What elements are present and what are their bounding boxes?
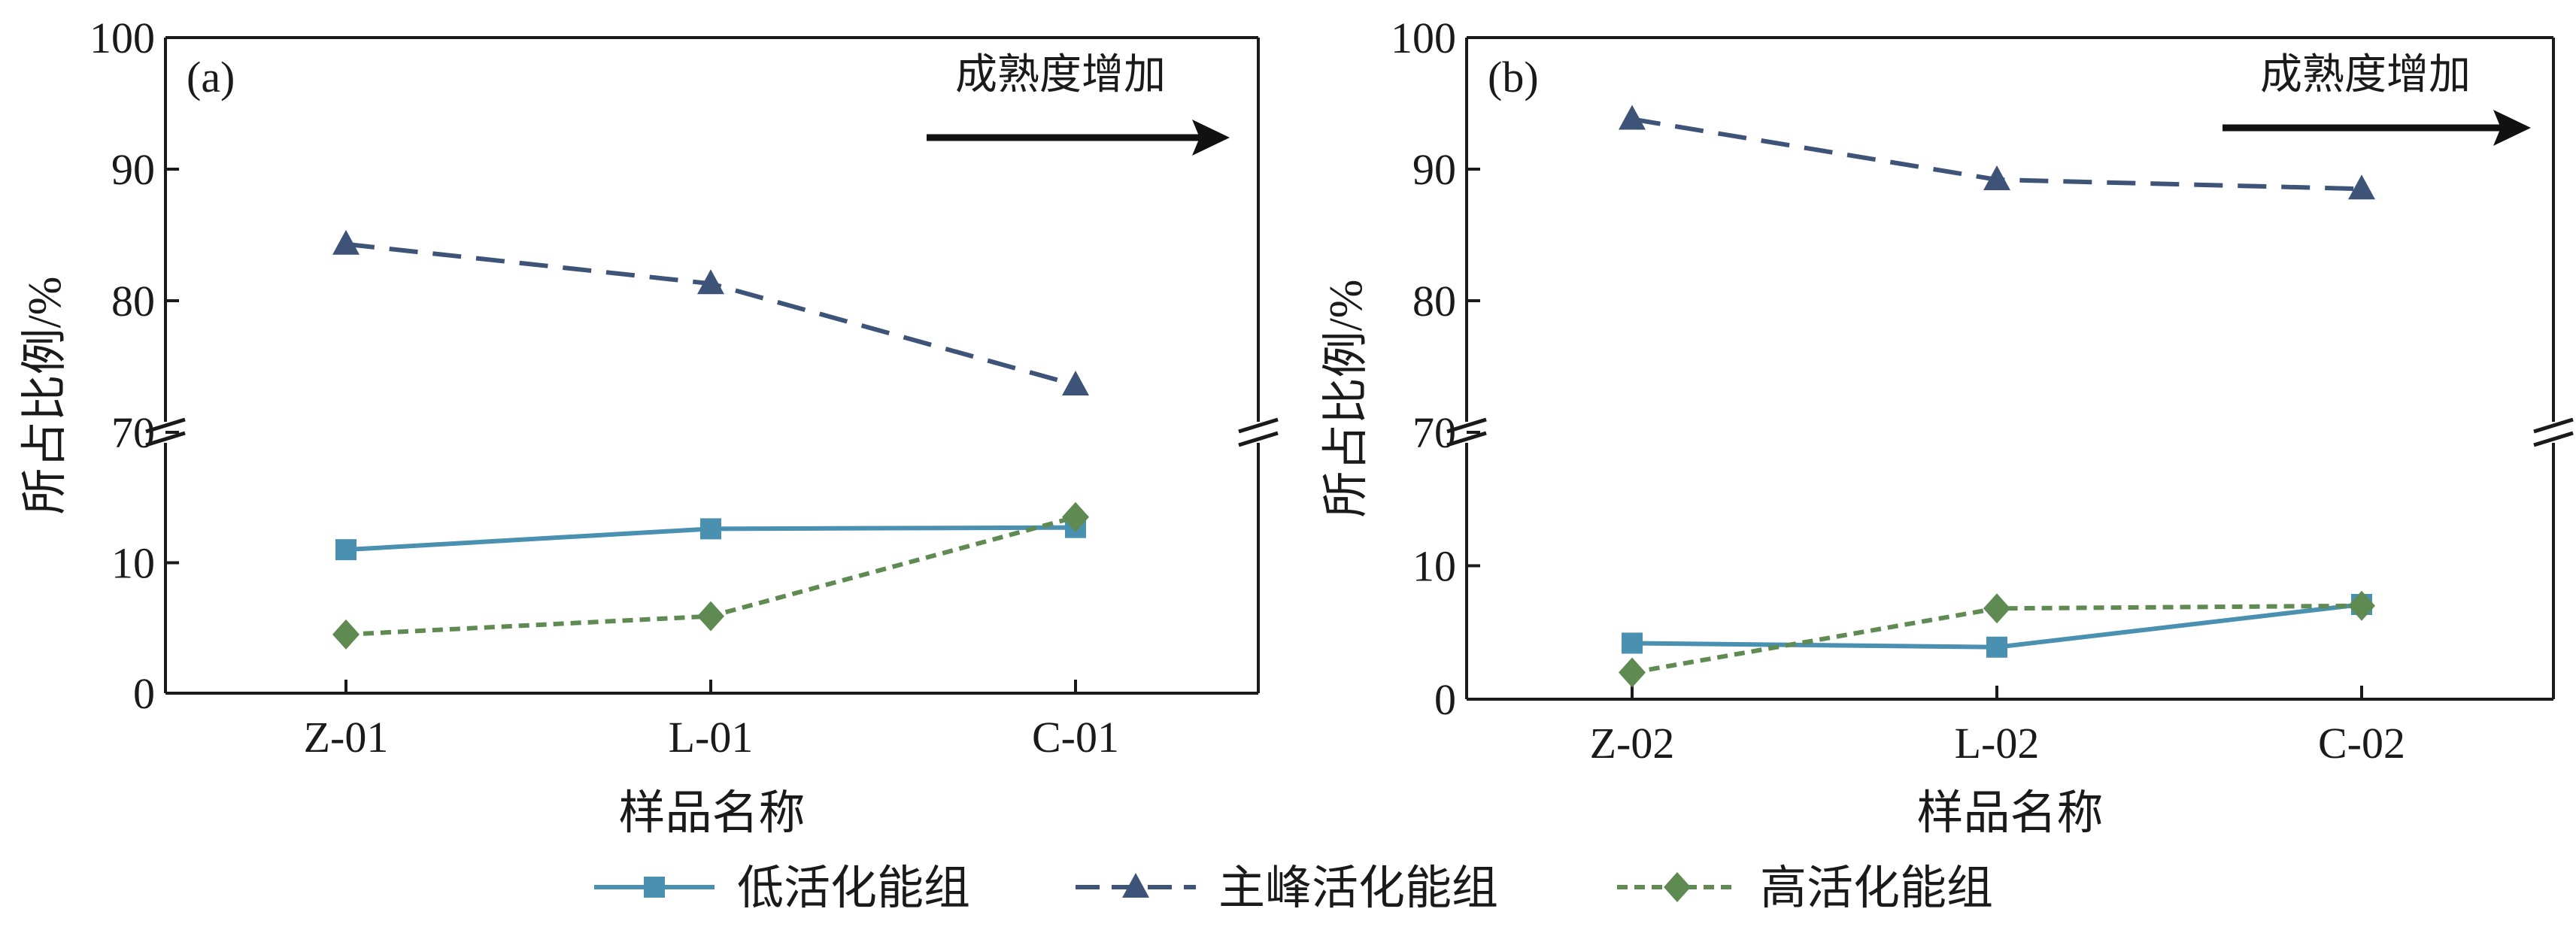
- x-tick-label: L-02: [1955, 719, 2040, 768]
- data-point: [1619, 105, 1646, 130]
- y-tick-label: 90: [111, 145, 155, 194]
- legend-marker: [1664, 872, 1691, 902]
- panel-b: 70 80 90 100 0 10 Z-02 L-02 C-02 样品名称 所占比例/% (b) 成熟度…: [1321, 14, 2574, 839]
- x-axis-title: 样品名称: [618, 788, 805, 839]
- data-point: [1062, 501, 1089, 532]
- maturity-arrow-head: [2493, 110, 2531, 146]
- axis-break-mark: [1446, 431, 1487, 447]
- x-tick-label: C-01: [1032, 713, 1119, 762]
- axis-break-mark: [145, 431, 186, 447]
- y-tick-label: 90: [1412, 145, 1456, 194]
- y-axis-title: 所占比例/%: [20, 277, 71, 515]
- data-point: [1622, 632, 1643, 654]
- data-point: [1062, 371, 1089, 395]
- x-tick-label: Z-02: [1590, 719, 1675, 768]
- data-point: [335, 539, 357, 561]
- data-point: [1986, 636, 2007, 658]
- x-axis-title: 样品名称: [1916, 788, 2103, 839]
- axis-break-mark: [145, 417, 186, 434]
- y-tick-label: 0: [1434, 675, 1456, 724]
- panel-a: 70 80 90 100 0 10 Z-01 L-01 C-01 样品名称 所占比例/% (a) 成熟度…: [20, 14, 1279, 839]
- data-point: [1983, 593, 2010, 624]
- legend-label: 高活化能组: [1760, 863, 1993, 914]
- panel-label: (b): [1488, 53, 1539, 101]
- panel-label: (a): [187, 53, 235, 101]
- series-line-2: [345, 241, 1076, 387]
- maturity-annotation: 成熟度增加: [2260, 52, 2471, 98]
- axis-break-mark: [1238, 417, 1279, 434]
- data-point: [1983, 165, 2010, 190]
- data-point: [332, 619, 360, 650]
- y-tick-label: 100: [1391, 14, 1456, 62]
- axis-break-mark: [2533, 417, 2574, 434]
- axis-break-mark: [2533, 431, 2574, 447]
- data-point: [1619, 657, 1646, 688]
- legend-marker: [1122, 873, 1149, 898]
- y-tick-label: 80: [1412, 277, 1456, 326]
- x-tick-label: C-02: [2318, 719, 2405, 768]
- data-point: [332, 229, 360, 255]
- data-point: [2348, 590, 2375, 621]
- legend-marker: [644, 877, 665, 898]
- y-axis-title: 所占比例/%: [1321, 280, 1372, 518]
- maturity-arrow-head: [1192, 120, 1230, 156]
- y-tick-label: 100: [90, 14, 155, 62]
- y-tick-label: 0: [133, 669, 155, 718]
- data-point: [697, 269, 724, 295]
- y-tick-label: 70: [1412, 408, 1456, 457]
- legend: 低活化能组 主峰活化能组 高活化能组: [594, 863, 1993, 914]
- x-tick-label: L-01: [669, 713, 754, 762]
- axis-break-mark: [1446, 417, 1487, 434]
- y-tick-label: 10: [1412, 542, 1456, 591]
- y-tick-label: 70: [111, 408, 155, 457]
- legend-label: 主峰活化能组: [1218, 863, 1498, 914]
- x-tick-label: Z-01: [304, 713, 389, 762]
- legend-label: 低活化能组: [737, 863, 970, 914]
- maturity-annotation: 成熟度增加: [955, 52, 1166, 98]
- axis-break-mark: [1238, 431, 1279, 447]
- y-tick-label: 10: [111, 539, 155, 588]
- data-point: [700, 518, 721, 540]
- data-point: [697, 601, 724, 632]
- y-tick-label: 80: [111, 277, 155, 326]
- data-point: [2348, 174, 2375, 200]
